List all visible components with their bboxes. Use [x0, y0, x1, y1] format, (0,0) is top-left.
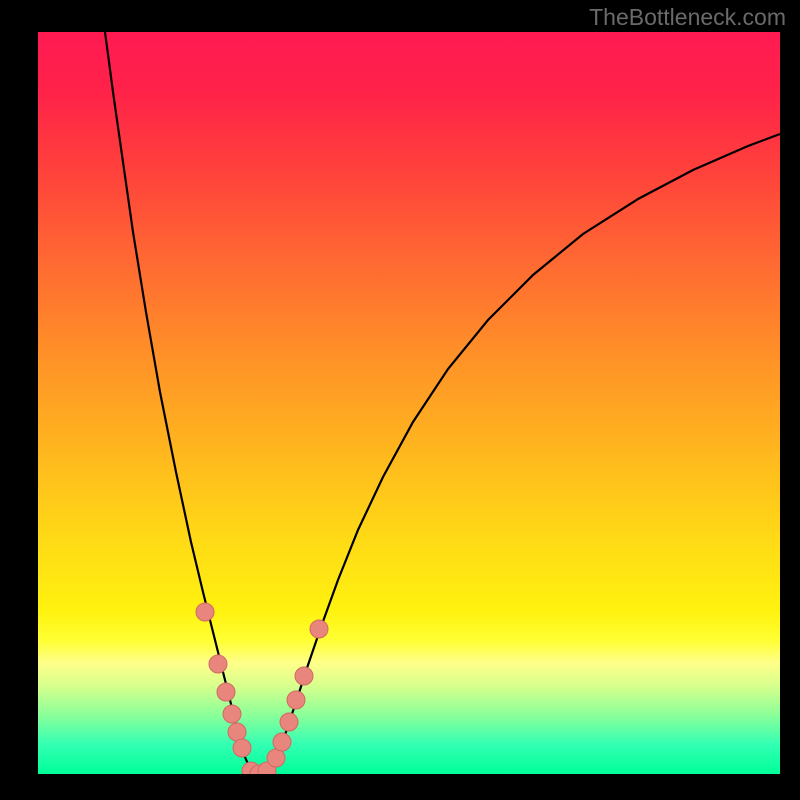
data-marker: [273, 733, 291, 751]
data-marker: [280, 713, 298, 731]
data-marker: [295, 667, 313, 685]
data-marker: [209, 655, 227, 673]
data-marker: [196, 603, 214, 621]
watermark-text: TheBottleneck.com: [589, 4, 786, 31]
data-marker: [233, 739, 251, 757]
gradient-background: [38, 32, 780, 774]
data-marker: [287, 691, 305, 709]
plot-area: [38, 32, 780, 774]
data-marker: [310, 620, 328, 638]
data-marker: [217, 683, 235, 701]
data-marker: [228, 723, 246, 741]
chart-svg: [38, 32, 780, 774]
data-marker: [267, 749, 285, 767]
data-marker: [223, 705, 241, 723]
